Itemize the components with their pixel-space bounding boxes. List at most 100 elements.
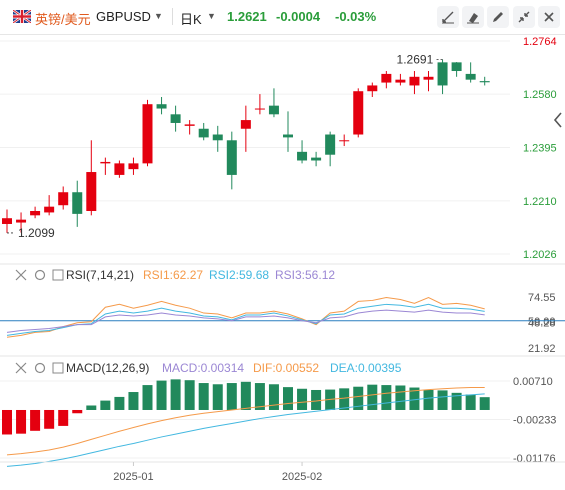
- dif-value: DIF:0.00552: [253, 361, 319, 375]
- candle-body[interactable]: [437, 62, 448, 86]
- macd-bar: [395, 385, 406, 410]
- x-axis: 2025-01 2025-02: [113, 462, 322, 483]
- draw-tool-icon: [442, 11, 454, 24]
- rsi-settings-icon[interactable]: [34, 269, 46, 281]
- macd-bar: [254, 383, 265, 410]
- macd-axis: 0.00710 -0.00233 -0.01176: [513, 376, 556, 465]
- candle-body[interactable]: [44, 206, 55, 213]
- macd-bar: [381, 385, 392, 410]
- candle-body[interactable]: [268, 105, 279, 115]
- eraser-button[interactable]: [462, 6, 484, 28]
- candle-body[interactable]: [58, 192, 69, 206]
- candle-body[interactable]: [254, 108, 265, 110]
- candle-body[interactable]: [283, 134, 293, 138]
- candle-body[interactable]: [240, 120, 251, 129]
- instrument-symbol[interactable]: GBPUSD: [96, 9, 151, 24]
- candle-body[interactable]: [114, 163, 125, 175]
- candle-body[interactable]: [339, 140, 350, 142]
- candle-body[interactable]: [367, 85, 378, 92]
- pencil-button[interactable]: [487, 6, 509, 28]
- candle-body[interactable]: [212, 134, 223, 141]
- macd-bar: [100, 400, 111, 410]
- symbol-dropdown-icon[interactable]: ▼: [154, 11, 163, 21]
- scroll-left-arrow-icon[interactable]: [551, 110, 565, 130]
- price-tick-label: 1.2026: [523, 249, 557, 261]
- macd-expand-icon[interactable]: [52, 362, 64, 374]
- candles[interactable]: [2, 59, 490, 233]
- macd-bar: [156, 380, 167, 410]
- candle-body[interactable]: [30, 210, 41, 216]
- candle-body[interactable]: [72, 192, 83, 214]
- pencil-icon: [493, 12, 503, 22]
- candle-body[interactable]: [198, 128, 209, 138]
- chart-canvas[interactable]: 1.2764 1.2580 1.2395 1.2210 1.2026 1.2691 1.…: [0, 34, 565, 490]
- candle-body[interactable]: [325, 134, 336, 155]
- last-price: 1.2621: [227, 9, 267, 24]
- macd-lines: [6, 386, 485, 467]
- high-marker: 1.2691: [397, 52, 443, 66]
- low-marker-label: 1.2099: [18, 226, 55, 240]
- rsi-title: RSI(7,14,21): [66, 268, 134, 282]
- candle-body[interactable]: [100, 161, 111, 164]
- macd-bar: [367, 384, 378, 410]
- macd-bar: [128, 392, 139, 410]
- macd-settings-icon[interactable]: [34, 362, 46, 374]
- close-chart-button[interactable]: [538, 6, 560, 28]
- candle-body[interactable]: [142, 104, 153, 164]
- close-icon: [544, 12, 554, 22]
- rsi-expand-icon[interactable]: [52, 269, 64, 281]
- macd-bar: [465, 394, 476, 410]
- candle-body[interactable]: [479, 81, 490, 83]
- candle-body[interactable]: [226, 140, 237, 175]
- candle-body[interactable]: [409, 76, 420, 86]
- candle-body[interactable]: [423, 76, 434, 80]
- macd-bar: [479, 397, 490, 410]
- rsi-header: RSI(7,14,21) RSI1:62.27 RSI2:59.68 RSI3:…: [15, 268, 335, 282]
- candle-body[interactable]: [128, 163, 139, 170]
- macd-bar: [423, 389, 434, 410]
- candle-body[interactable]: [353, 91, 364, 135]
- macd-tick-label: -0.00233: [513, 415, 556, 427]
- macd-bar: [170, 379, 181, 410]
- macd-bar: [58, 409, 69, 426]
- period-dropdown-icon[interactable]: ▼: [207, 11, 216, 21]
- candle-body[interactable]: [465, 73, 476, 80]
- macd-bar: [86, 405, 97, 410]
- candle-body[interactable]: [16, 219, 27, 223]
- high-marker-label: 1.2691: [397, 52, 434, 66]
- candle-body[interactable]: [297, 151, 308, 161]
- candle-body[interactable]: [381, 73, 392, 83]
- candle-body[interactable]: [311, 157, 322, 161]
- price-grid: [0, 40, 510, 255]
- rsi3-value: RSI3:56.12: [275, 268, 335, 282]
- candle-body[interactable]: [451, 62, 462, 72]
- macd-close-icon[interactable]: [15, 362, 27, 374]
- rsi1-value: RSI1:62.27: [143, 268, 203, 282]
- price-tick-label: 1.2210: [523, 196, 557, 208]
- chart-toolbar: 英镑/美元 GBPUSD ▼ 日K ▼ 1.2621 -0.0004 -0.03…: [0, 0, 565, 35]
- instrument-name[interactable]: 英镑/美元: [35, 12, 91, 27]
- candle-body[interactable]: [395, 79, 406, 83]
- candle-body[interactable]: [156, 104, 167, 109]
- candle-body[interactable]: [86, 172, 97, 211]
- price-axis: 1.2764 1.2580 1.2395 1.2210 1.2026: [523, 36, 557, 261]
- candle-body[interactable]: [2, 218, 12, 224]
- rsi-close-icon[interactable]: [15, 269, 27, 281]
- period-selector[interactable]: 日K: [180, 12, 202, 27]
- price-change: -0.0004: [276, 9, 321, 24]
- candle-body[interactable]: [170, 114, 181, 123]
- rsi-lines: [6, 296, 485, 338]
- candle-body[interactable]: [184, 124, 195, 126]
- macd-bar: [212, 384, 223, 410]
- macd-bar: [311, 389, 322, 410]
- macd-bar: [451, 392, 462, 410]
- toolbar-divider: [172, 8, 173, 25]
- macd-tick-label: -0.01176: [513, 453, 556, 465]
- collapse-button[interactable]: [513, 6, 535, 28]
- price-panel: 1.2764 1.2580 1.2395 1.2210 1.2026 1.2691 1.…: [0, 36, 557, 261]
- macd-bar: [114, 396, 125, 410]
- draw-tool-button[interactable]: [437, 6, 459, 28]
- macd-tick-label: 0.00710: [513, 376, 553, 388]
- rsi-tick-label: 74.55: [528, 292, 556, 304]
